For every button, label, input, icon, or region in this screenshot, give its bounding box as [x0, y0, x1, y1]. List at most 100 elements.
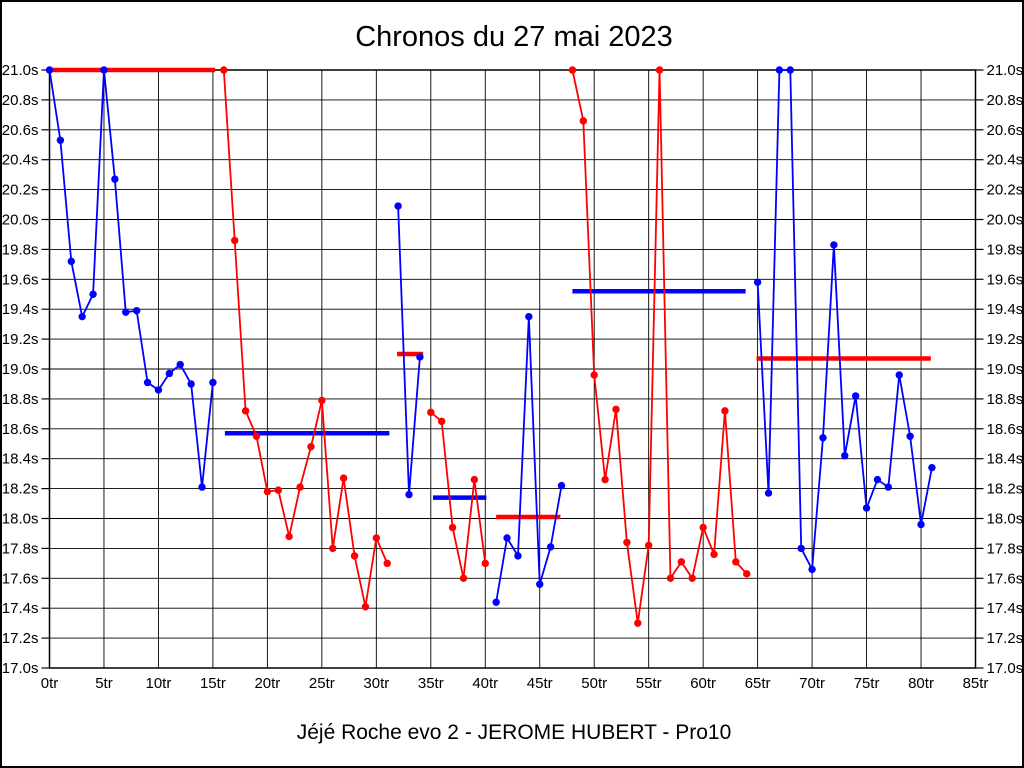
x-tick-label: 5tr	[95, 675, 113, 692]
red-stint-3-point	[612, 405, 620, 414]
red-stint-3-point	[655, 66, 664, 74]
series-lines	[48, 69, 933, 624]
red-stint-2-point	[437, 417, 446, 426]
y-tick-label: 19.8s	[2, 241, 39, 258]
y-tick-label: 20.6s	[987, 122, 1024, 139]
blue-stint-3-point	[503, 534, 511, 542]
gridlines	[49, 69, 976, 669]
y-tick-label: 19.0s	[987, 361, 1024, 378]
blue-stint-4-line	[756, 69, 933, 573]
red-stint-1-point	[220, 66, 228, 74]
y-tick-label: 19.4s	[2, 301, 39, 318]
y-tick-label: 18.0s	[2, 511, 39, 528]
x-tick-label: 60tr	[690, 675, 716, 692]
red-stint-2-point	[427, 408, 435, 417]
y-tick-label: 20.4s	[2, 152, 39, 169]
blue-stint-4-point	[786, 66, 794, 74]
red-stint-1-point	[339, 474, 348, 482]
blue-stint-4-point	[862, 504, 871, 512]
x-tick-label: 70tr	[799, 675, 825, 692]
blue-stint-4-point	[797, 544, 805, 553]
y-tick-label: 19.0s	[2, 361, 39, 378]
y-axis-labels-right: 17.0s 17.2s 17.4s 17.6s 17.8s 18.0s 18.2s 18.4s…	[987, 62, 1024, 677]
y-tick-label: 18.0s	[987, 511, 1024, 528]
x-tick-label: 35tr	[418, 675, 444, 692]
y-tick-label: 19.2s	[987, 331, 1024, 348]
y-tick-label: 17.0s	[987, 660, 1024, 677]
y-tick-label: 20.2s	[987, 182, 1024, 199]
blue-stint-2-point	[416, 353, 424, 361]
red-stint-3-point	[732, 558, 740, 566]
y-tick-label: 18.4s	[2, 451, 39, 468]
x-axis-labels: 0tr 5tr 10tr 15tr 20tr 25tr 30tr 35tr 40tr 45tr 50…	[41, 675, 989, 692]
y-tick-label: 18.4s	[987, 451, 1024, 468]
blue-stint-1-point	[67, 257, 75, 266]
y-tick-label: 19.4s	[987, 301, 1024, 318]
blue-stint-1-point	[154, 386, 163, 394]
red-stint-1-point	[383, 559, 391, 568]
x-tick-label: 55tr	[636, 675, 662, 692]
blue-stint-4-point	[808, 565, 816, 574]
blue-stint-3-point	[546, 543, 555, 551]
red-stint-3-point	[590, 371, 598, 379]
blue-stint-1-point	[209, 378, 217, 387]
red-stint-3-point	[688, 574, 696, 582]
red-stint-3-point	[666, 574, 675, 582]
blue-stint-4-point	[841, 452, 849, 460]
y-tick-label: 19.6s	[2, 271, 39, 288]
blue-stint-1-point	[111, 175, 119, 183]
y-tick-label: 18.2s	[2, 481, 39, 498]
y-tick-label: 17.0s	[2, 660, 39, 677]
y-tick-label: 20.8s	[987, 92, 1024, 109]
red-stint-3-point	[568, 66, 577, 74]
x-tick-label: 45tr	[527, 675, 553, 692]
red-stint-1-point	[372, 534, 381, 542]
red-stint-1-point	[241, 407, 250, 415]
blue-stint-1-point	[45, 66, 54, 74]
blue-stint-1-point	[89, 290, 97, 298]
data-points	[45, 66, 936, 627]
x-tick-label: 10tr	[146, 675, 172, 692]
blue-stint-4-point	[917, 520, 925, 529]
blue-stint-3-point	[525, 312, 533, 321]
red-stint-2-point	[470, 475, 479, 484]
y-tick-label: 21.0s	[987, 62, 1024, 79]
red-stint-1-point	[361, 603, 370, 611]
x-tick-label: 20tr	[254, 675, 280, 692]
blue-stint-4-point	[753, 278, 762, 286]
red-stint-3-point	[677, 558, 686, 566]
chart-footer: Jéjé Roche evo 2 - JEROME HUBERT - Pro10	[296, 721, 732, 744]
y-tick-label: 18.8s	[987, 391, 1024, 408]
red-stint-3-point	[634, 619, 642, 627]
y-tick-label: 20.4s	[987, 152, 1024, 169]
red-stint-3-point	[743, 570, 751, 578]
red-stint-3-point	[579, 117, 588, 125]
red-stint-1-point	[274, 486, 282, 494]
blue-stint-1-point	[56, 136, 65, 144]
red-stint-1-point	[350, 552, 359, 560]
blue-stint-1-point	[198, 483, 206, 491]
y-tick-label: 17.8s	[987, 540, 1024, 557]
y-tick-label: 17.6s	[987, 570, 1024, 587]
red-stint-3-point	[623, 538, 631, 547]
x-tick-label: 85tr	[963, 675, 989, 692]
blue-stint-1-point	[122, 308, 130, 316]
blue-stint-3-point	[492, 598, 500, 606]
average-lines	[49, 67, 931, 520]
blue-stint-1-point	[176, 360, 184, 369]
blue-stint-1-line	[48, 69, 214, 488]
x-tick-label: 75tr	[854, 675, 880, 692]
blue-stint-4-point	[884, 483, 893, 491]
red-stint-3-point	[710, 550, 718, 559]
y-axis-labels-left: 17.0s 17.2s 17.4s 17.6s 17.8s 18.0s 18.2s 18.4s…	[2, 62, 39, 677]
red-stint-3-point	[721, 407, 729, 415]
y-tick-label: 17.2s	[2, 630, 39, 647]
red-stint-1-point	[307, 443, 315, 451]
red-stint-2-point	[481, 559, 489, 568]
y-tick-label: 18.2s	[987, 481, 1024, 498]
blue-stint-4-point	[851, 392, 860, 400]
blue-stint-1-point	[187, 380, 195, 388]
y-tick-label: 20.8s	[2, 92, 39, 109]
